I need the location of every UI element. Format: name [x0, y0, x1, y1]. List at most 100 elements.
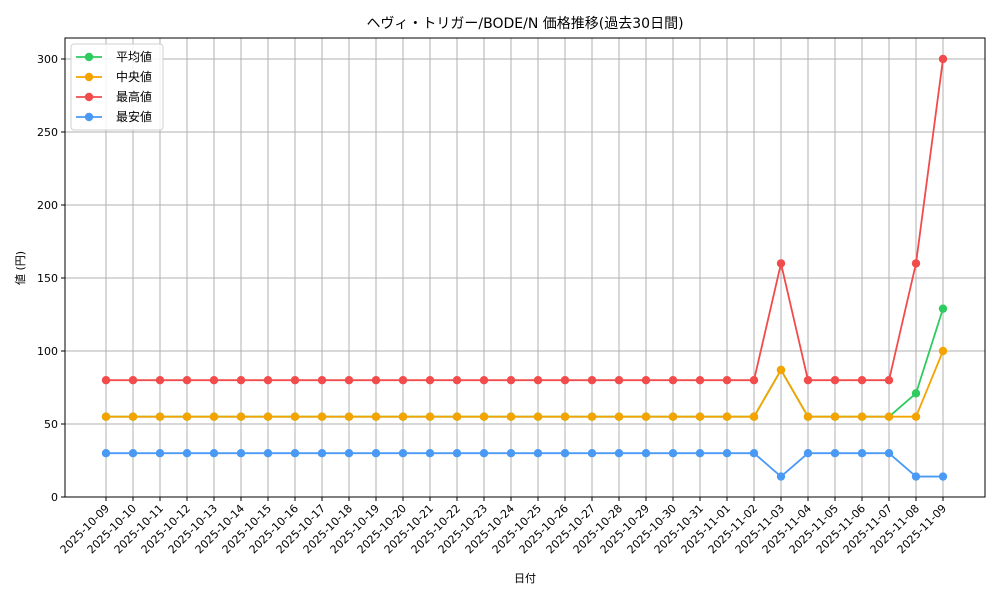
data-point: [371, 449, 381, 458]
data-point: [371, 412, 381, 421]
legend-marker-icon: [84, 92, 94, 102]
y-tick-label: 150: [37, 272, 58, 285]
y-tick-label: 250: [37, 126, 58, 139]
data-point: [587, 412, 597, 421]
data-point: [560, 449, 570, 458]
data-point: [344, 449, 354, 458]
data-point: [263, 449, 273, 458]
data-point: [155, 449, 165, 458]
data-point: [533, 412, 543, 421]
x-axis-label: 日付: [514, 572, 536, 585]
data-point: [695, 449, 705, 458]
data-point: [317, 449, 327, 458]
y-axis-ticks: 0 50 100 150 200 250 300: [37, 53, 65, 504]
data-point: [263, 376, 273, 385]
series-line: [101, 449, 948, 481]
data-point: [101, 412, 111, 421]
data-point: [776, 365, 786, 375]
data-point: [614, 412, 624, 421]
data-point: [452, 412, 462, 421]
legend-label: 中央値: [116, 69, 152, 84]
y-tick-label: 100: [37, 345, 58, 358]
data-point: [506, 412, 516, 421]
legend-marker-icon: [84, 52, 94, 62]
data-point: [317, 376, 327, 385]
data-point: [749, 449, 759, 458]
y-tick-label: 0: [51, 491, 58, 504]
data-point: [722, 376, 732, 385]
chart-title: ヘヴィ・トリガー/BODE/N 価格推移(過去30日間): [366, 15, 683, 32]
data-point: [209, 376, 219, 385]
data-point: [587, 376, 597, 385]
data-point: [587, 449, 597, 458]
data-point: [344, 412, 354, 421]
data-point: [398, 449, 408, 458]
legend-box: [70, 43, 164, 131]
data-point: [911, 389, 921, 398]
data-point: [911, 472, 921, 481]
data-point: [830, 376, 840, 385]
data-point: [722, 449, 732, 458]
data-point: [209, 449, 219, 458]
data-point: [236, 376, 246, 385]
data-point: [776, 472, 786, 481]
data-point: [911, 259, 921, 268]
data-point: [722, 412, 732, 421]
data-point: [857, 376, 867, 385]
data-point: [101, 376, 111, 385]
legend-marker-icon: [84, 112, 94, 122]
legend-label: 最安値: [116, 109, 152, 124]
legend-item: 最高値: [76, 89, 152, 104]
data-point: [641, 376, 651, 385]
legend-item: 中央値: [76, 69, 152, 84]
series-line: [101, 346, 948, 421]
series-layer: [101, 54, 948, 481]
data-point: [830, 412, 840, 421]
data-point: [479, 412, 489, 421]
data-point: [641, 449, 651, 458]
data-point: [182, 376, 192, 385]
data-point: [533, 449, 543, 458]
data-point: [803, 412, 813, 421]
data-point: [290, 449, 300, 458]
data-point: [884, 449, 894, 458]
data-point: [479, 376, 489, 385]
data-point: [182, 412, 192, 421]
data-point: [344, 376, 354, 385]
data-point: [182, 449, 192, 458]
data-point: [668, 376, 678, 385]
data-point: [884, 376, 894, 385]
data-point: [695, 412, 705, 421]
data-point: [452, 449, 462, 458]
data-point: [911, 412, 921, 421]
data-point: [398, 412, 408, 421]
data-point: [128, 449, 138, 458]
y-tick-label: 300: [37, 53, 58, 66]
data-point: [506, 449, 516, 458]
data-point: [371, 376, 381, 385]
data-point: [749, 412, 759, 421]
y-tick-label: 200: [37, 199, 58, 212]
data-point: [398, 376, 408, 385]
data-point: [317, 412, 327, 421]
data-point: [560, 412, 570, 421]
data-point: [290, 376, 300, 385]
data-point: [614, 376, 624, 385]
data-point: [614, 449, 624, 458]
grid-lines: [65, 38, 985, 498]
data-point: [452, 376, 462, 385]
series-line: [101, 54, 948, 385]
data-point: [101, 449, 111, 458]
series-line: [101, 304, 948, 421]
data-point: [236, 449, 246, 458]
data-point: [155, 412, 165, 421]
data-point: [830, 449, 840, 458]
data-point: [128, 412, 138, 421]
data-point: [425, 376, 435, 385]
data-point: [506, 376, 516, 385]
x-axis-ticks: 2025-10-092025-10-102025-10-112025-10-12…: [58, 497, 949, 556]
data-point: [668, 449, 678, 458]
